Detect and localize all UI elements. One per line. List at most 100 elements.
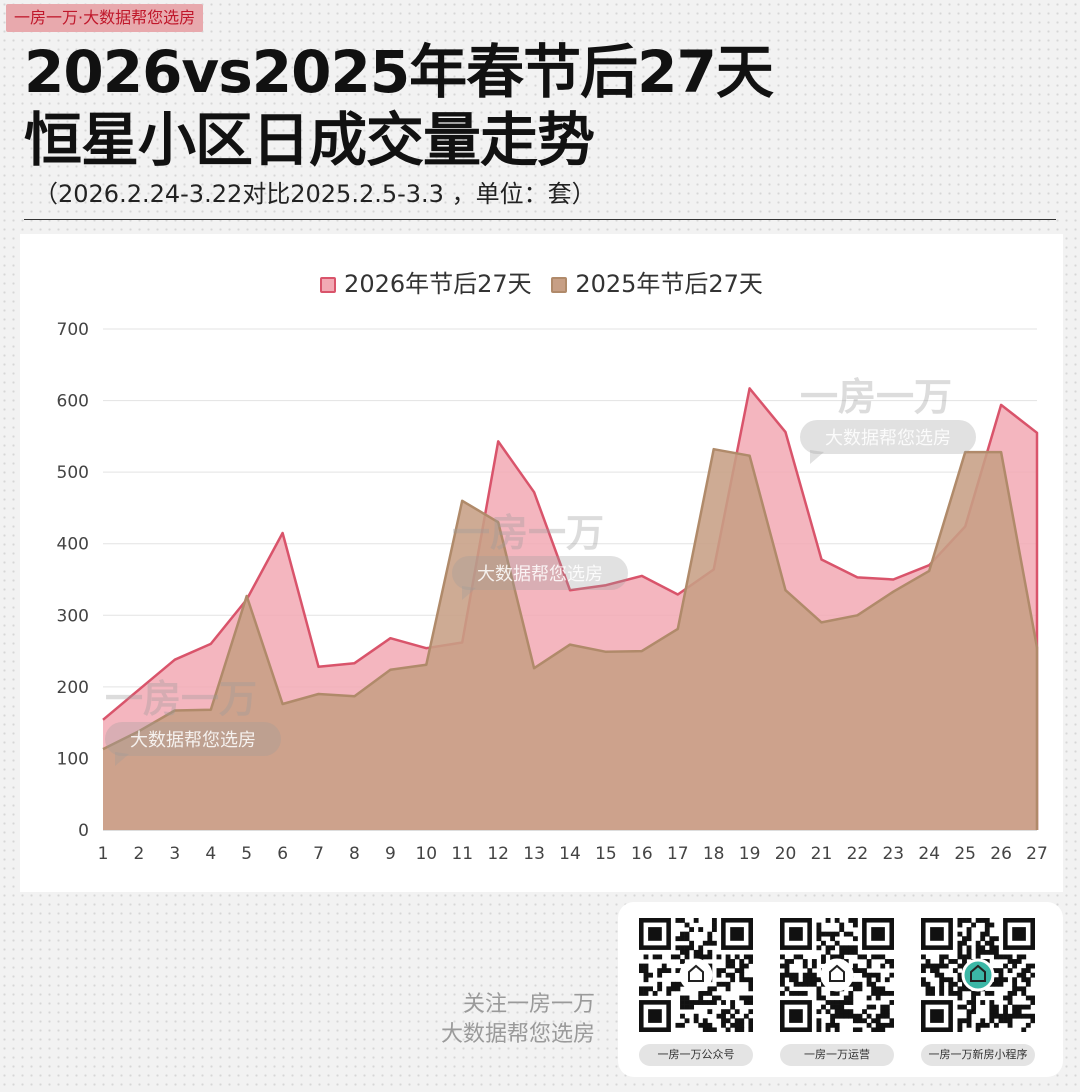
x-tick-label-12: 12 [487,844,509,864]
y-tick-label-700: 700 [57,320,89,340]
qr-center-glyph [688,964,704,982]
data-point-2026-4 [209,642,213,646]
data-point-2026-17 [676,593,680,597]
data-point-2025-11 [460,499,464,503]
data-point-2025-27 [1035,646,1039,650]
data-point-2026-7 [317,665,321,669]
qr-caption-official-account: 一房一万公众号 [639,1044,753,1066]
data-point-2026-16 [640,574,644,578]
qr-panel: 一房一万公众号 一房一万运营 一房一万新房小程序 [618,902,1063,1077]
watermark-pill-tail [810,450,824,464]
y-tick-label-500: 500 [57,463,89,483]
data-point-2025-20 [784,588,788,592]
watermark-slogan-text: 大数据帮您选房 [825,428,951,449]
qr-code-official-account[interactable] [639,918,753,1032]
x-tick-label-16: 16 [631,844,653,864]
legend-item-2026[interactable]: 2026年节后27天 [320,268,532,300]
watermark-pill-tail [462,586,476,600]
data-point-2025-21 [820,620,824,624]
house-logo-icon [679,958,713,992]
x-tick-label-13: 13 [523,844,545,864]
title-line-2: 恒星小区日成交量走势 [24,106,595,174]
series-line-2026 [102,387,1039,830]
title-divider [24,219,1056,220]
watermark-brand-text: 一房一万 [105,677,257,721]
data-point-2025-19 [748,454,752,458]
qr-center-glyph [829,964,845,982]
series-line-2025 [102,447,1039,830]
qr-block-official-account[interactable]: 一房一万公众号 [639,918,753,1066]
watermark-pill-tail [115,752,129,766]
data-point-2025-18 [712,447,716,451]
x-tick-label-25: 25 [954,844,976,864]
x-tick-label-1: 1 [98,844,109,864]
data-point-2025-17 [676,627,680,631]
qr-caption-operations: 一房一万运营 [780,1044,894,1066]
title-line-1: 2026vs2025年春节后27天 [24,38,774,106]
x-tick-label-11: 11 [451,844,473,864]
follow-line-2: 大数据帮您选房 [440,1022,595,1047]
x-tick-label-9: 9 [385,844,396,864]
qr-code-mini-program[interactable] [921,918,1035,1032]
legend-swatch-2025 [551,277,568,293]
x-tick-label-5: 5 [241,844,252,864]
x-tick-label-10: 10 [415,844,437,864]
data-point-2025-26 [999,450,1003,454]
x-tick-label-19: 19 [739,844,761,864]
qr-center-glyph [970,964,986,982]
qr-block-mini-program[interactable]: 一房一万新房小程序 [921,918,1035,1066]
follow-line-1: 关注一房一万 [462,992,595,1017]
x-tick-label-8: 8 [349,844,360,864]
legend-label-2026: 2026年节后27天 [344,270,532,298]
watermark-pill [105,722,281,756]
data-point-2025-8 [353,694,357,698]
watermark-slogan-text: 大数据帮您选房 [130,730,256,751]
x-tick-label-18: 18 [703,844,725,864]
data-point-2025-24 [927,569,931,573]
x-tick-label-20: 20 [775,844,797,864]
data-point-2026-21 [820,558,824,562]
legend-label-2025: 2025年节后27天 [575,270,763,298]
data-point-2025-9 [388,668,392,672]
y-tick-label-600: 600 [57,392,89,412]
watermark-slogan-text: 大数据帮您选房 [477,564,603,585]
data-point-2026-23 [891,578,895,582]
data-point-2025-16 [640,649,644,653]
data-point-2025-5 [245,594,249,598]
legend-item-2025[interactable]: 2025年节后27天 [551,268,763,300]
data-point-2026-3 [173,658,177,662]
x-tick-label-2: 2 [134,844,145,864]
page-title: 2026vs2025年春节后27天 恒星小区日成交量走势 [24,38,774,174]
qr-code-operations[interactable] [780,918,894,1032]
data-point-2026-20 [784,430,788,434]
follow-text: 关注一房一万 大数据帮您选房 [400,990,595,1050]
data-point-2026-12 [496,439,500,443]
y-tick-label-200: 200 [57,678,89,698]
data-point-2026-10 [424,646,428,650]
y-tick-label-400: 400 [57,535,89,555]
data-point-2025-13 [532,666,536,670]
data-point-2025-15 [604,650,608,654]
data-point-2026-6 [281,531,285,535]
watermark-brand-text: 一房一万 [800,375,952,419]
x-tick-label-23: 23 [882,844,904,864]
data-point-2025-7 [317,692,321,696]
data-point-2025-14 [568,643,572,647]
x-tick-label-4: 4 [205,844,216,864]
data-point-2026-8 [353,661,357,665]
x-tick-label-22: 22 [847,844,869,864]
data-point-2025-1 [101,747,105,751]
chart-legend: 2026年节后27天 2025年节后27天 [20,268,1063,300]
qr-block-operations[interactable]: 一房一万运营 [780,918,894,1066]
qr-caption-mini-program: 一房一万新房小程序 [921,1044,1035,1066]
x-tick-label-15: 15 [595,844,617,864]
brand-tag: 一房一万·大数据帮您选房 [6,4,204,32]
x-tick-label-17: 17 [667,844,689,864]
data-point-2026-22 [855,575,859,579]
x-tick-label-3: 3 [169,844,180,864]
data-point-2025-6 [281,702,285,706]
x-tick-label-26: 26 [990,844,1012,864]
